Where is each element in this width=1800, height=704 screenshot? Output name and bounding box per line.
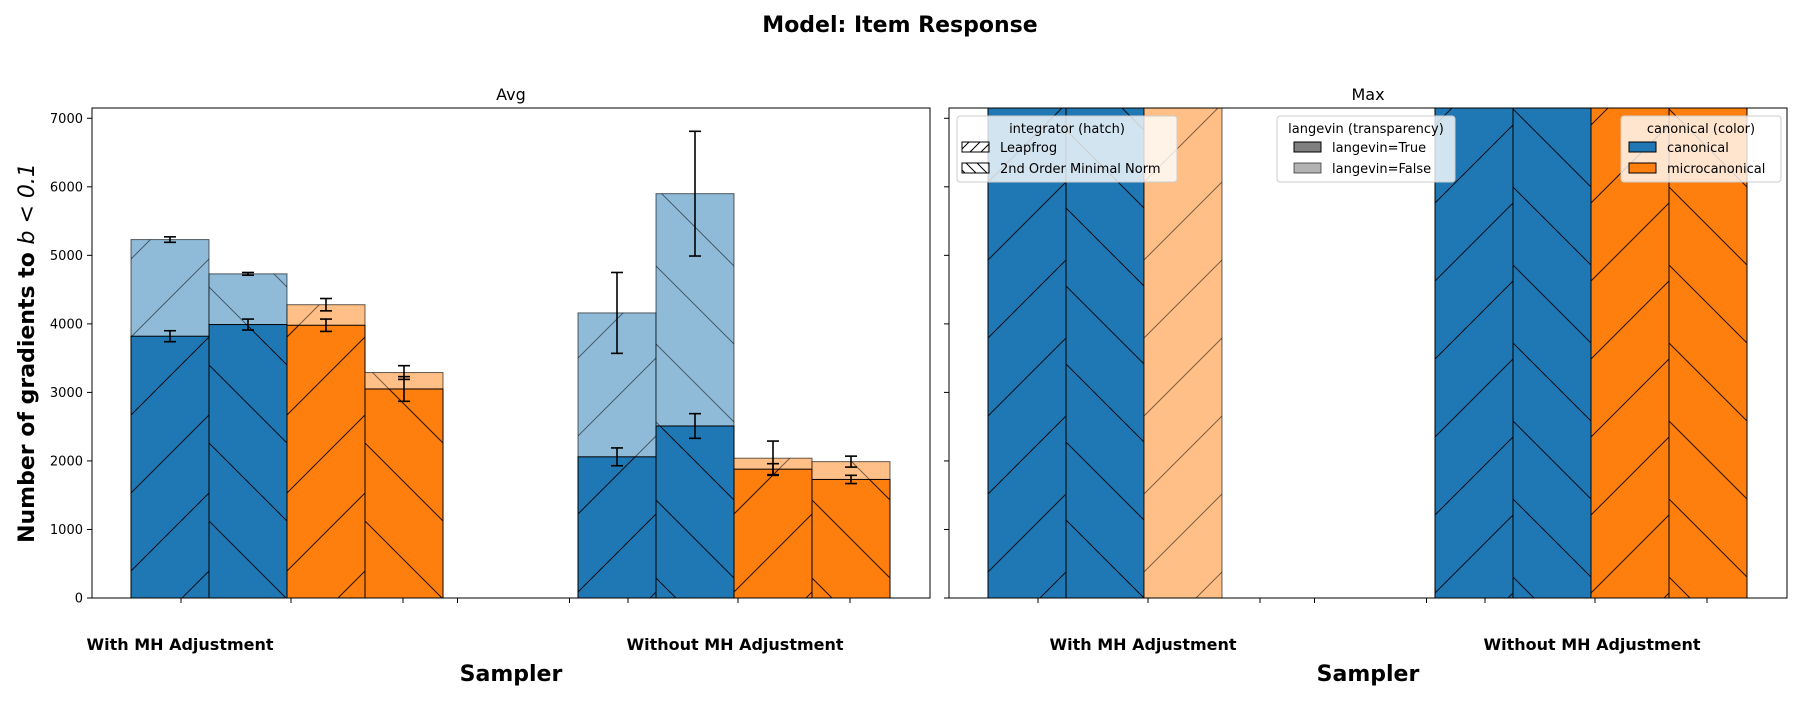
- avg-ytick-label: 4000: [50, 317, 83, 332]
- axis-ticks: 0 1000 2000 3000 4000 5000 6000 7000: [50, 112, 1708, 607]
- legend-canonical-label: canonical: [1667, 141, 1729, 156]
- avg-bar-hatch: [131, 336, 209, 598]
- legend-canonical-swatch: [1628, 141, 1657, 153]
- avg-bar-hatch: [209, 324, 287, 598]
- legend-microcanonical-swatch: [1628, 162, 1657, 174]
- legend-integrator-box: [956, 115, 1178, 183]
- max-bar-hatch: [1669, 108, 1747, 598]
- max-axes-frame: [948, 107, 1788, 599]
- max-bar-hatch: [1591, 108, 1669, 598]
- avg-bar-hatch: [578, 456, 656, 598]
- avg-ytick-label: 0: [75, 592, 83, 607]
- max-bar-edge: [1668, 108, 1748, 598]
- max-bar-hatch: [1144, 108, 1222, 598]
- legend-canonical: canonical (color) canonical microcanonic…: [1620, 115, 1782, 183]
- legend-leapfrog-label: Leapfrog: [1000, 141, 1057, 156]
- legend-langevin-false-swatch: [1293, 162, 1322, 174]
- avg-axes-frame: [91, 107, 931, 599]
- legend-canonical-box: [1620, 115, 1782, 183]
- legend-minimal-norm-swatch: [961, 162, 990, 174]
- avg-bar-hatch: [656, 425, 734, 598]
- max-x-axis-label: Sampler: [1317, 662, 1420, 687]
- figure-title: Model: Item Response: [762, 13, 1037, 38]
- max-bars: [987, 108, 1748, 598]
- legend-microcanonical-label: microcanonical: [1667, 162, 1765, 177]
- max-bar-hatch: [1513, 108, 1591, 598]
- max-bar-hatch: [988, 108, 1066, 598]
- legend-integrator: integrator (hatch) Leapfrog 2nd Order Mi…: [956, 115, 1178, 183]
- avg-ytick-label: 3000: [50, 386, 83, 401]
- legend-minimal-norm-label: 2nd Order Minimal Norm: [1000, 162, 1160, 177]
- avg-ytick-label: 2000: [50, 454, 83, 469]
- avg-errorbars: [164, 130, 857, 485]
- avg-subplot-title: Avg: [496, 85, 526, 104]
- max-bar-hatch: [1066, 108, 1144, 598]
- avg-category-label-without-mh: Without MH Adjustment: [626, 635, 843, 654]
- avg-ytick-label: 1000: [50, 523, 83, 538]
- avg-bars: [130, 193, 891, 598]
- avg-bar-hatch: [734, 469, 812, 598]
- avg-ytick-label: 5000: [50, 249, 83, 264]
- avg-ytick-label: 6000: [50, 180, 83, 195]
- max-category-label-without-mh: Without MH Adjustment: [1483, 635, 1700, 654]
- avg-x-axis-label: Sampler: [460, 662, 563, 687]
- avg-bar-hatch: [812, 479, 890, 598]
- legend-integrator-title: integrator (hatch): [1009, 122, 1125, 137]
- legend-langevin-true-label: langevin=True: [1332, 141, 1426, 156]
- max-category-label-with-mh: With MH Adjustment: [1049, 635, 1236, 654]
- legend-langevin-true-swatch: [1293, 141, 1322, 153]
- legend-leapfrog-swatch: [961, 141, 990, 153]
- legend-langevin-false-label: langevin=False: [1332, 162, 1431, 177]
- avg-bar-hatch: [365, 388, 443, 598]
- max-bar-edge: [1143, 108, 1223, 598]
- avg-bar-hatch: [287, 325, 365, 598]
- max-bar-hatch: [1435, 108, 1513, 598]
- legend-canonical-title: canonical (color): [1647, 122, 1755, 137]
- avg-category-label-with-mh: With MH Adjustment: [86, 635, 273, 654]
- legend-langevin-title: langevin (transparency): [1288, 122, 1444, 137]
- y-axis-label: Number of gradients to b < 0.1: [15, 163, 40, 543]
- legend-langevin: langevin (transparency) langevin=True la…: [1276, 115, 1456, 183]
- max-subplot-title: Max: [1351, 85, 1384, 104]
- avg-ytick-label: 7000: [50, 112, 83, 127]
